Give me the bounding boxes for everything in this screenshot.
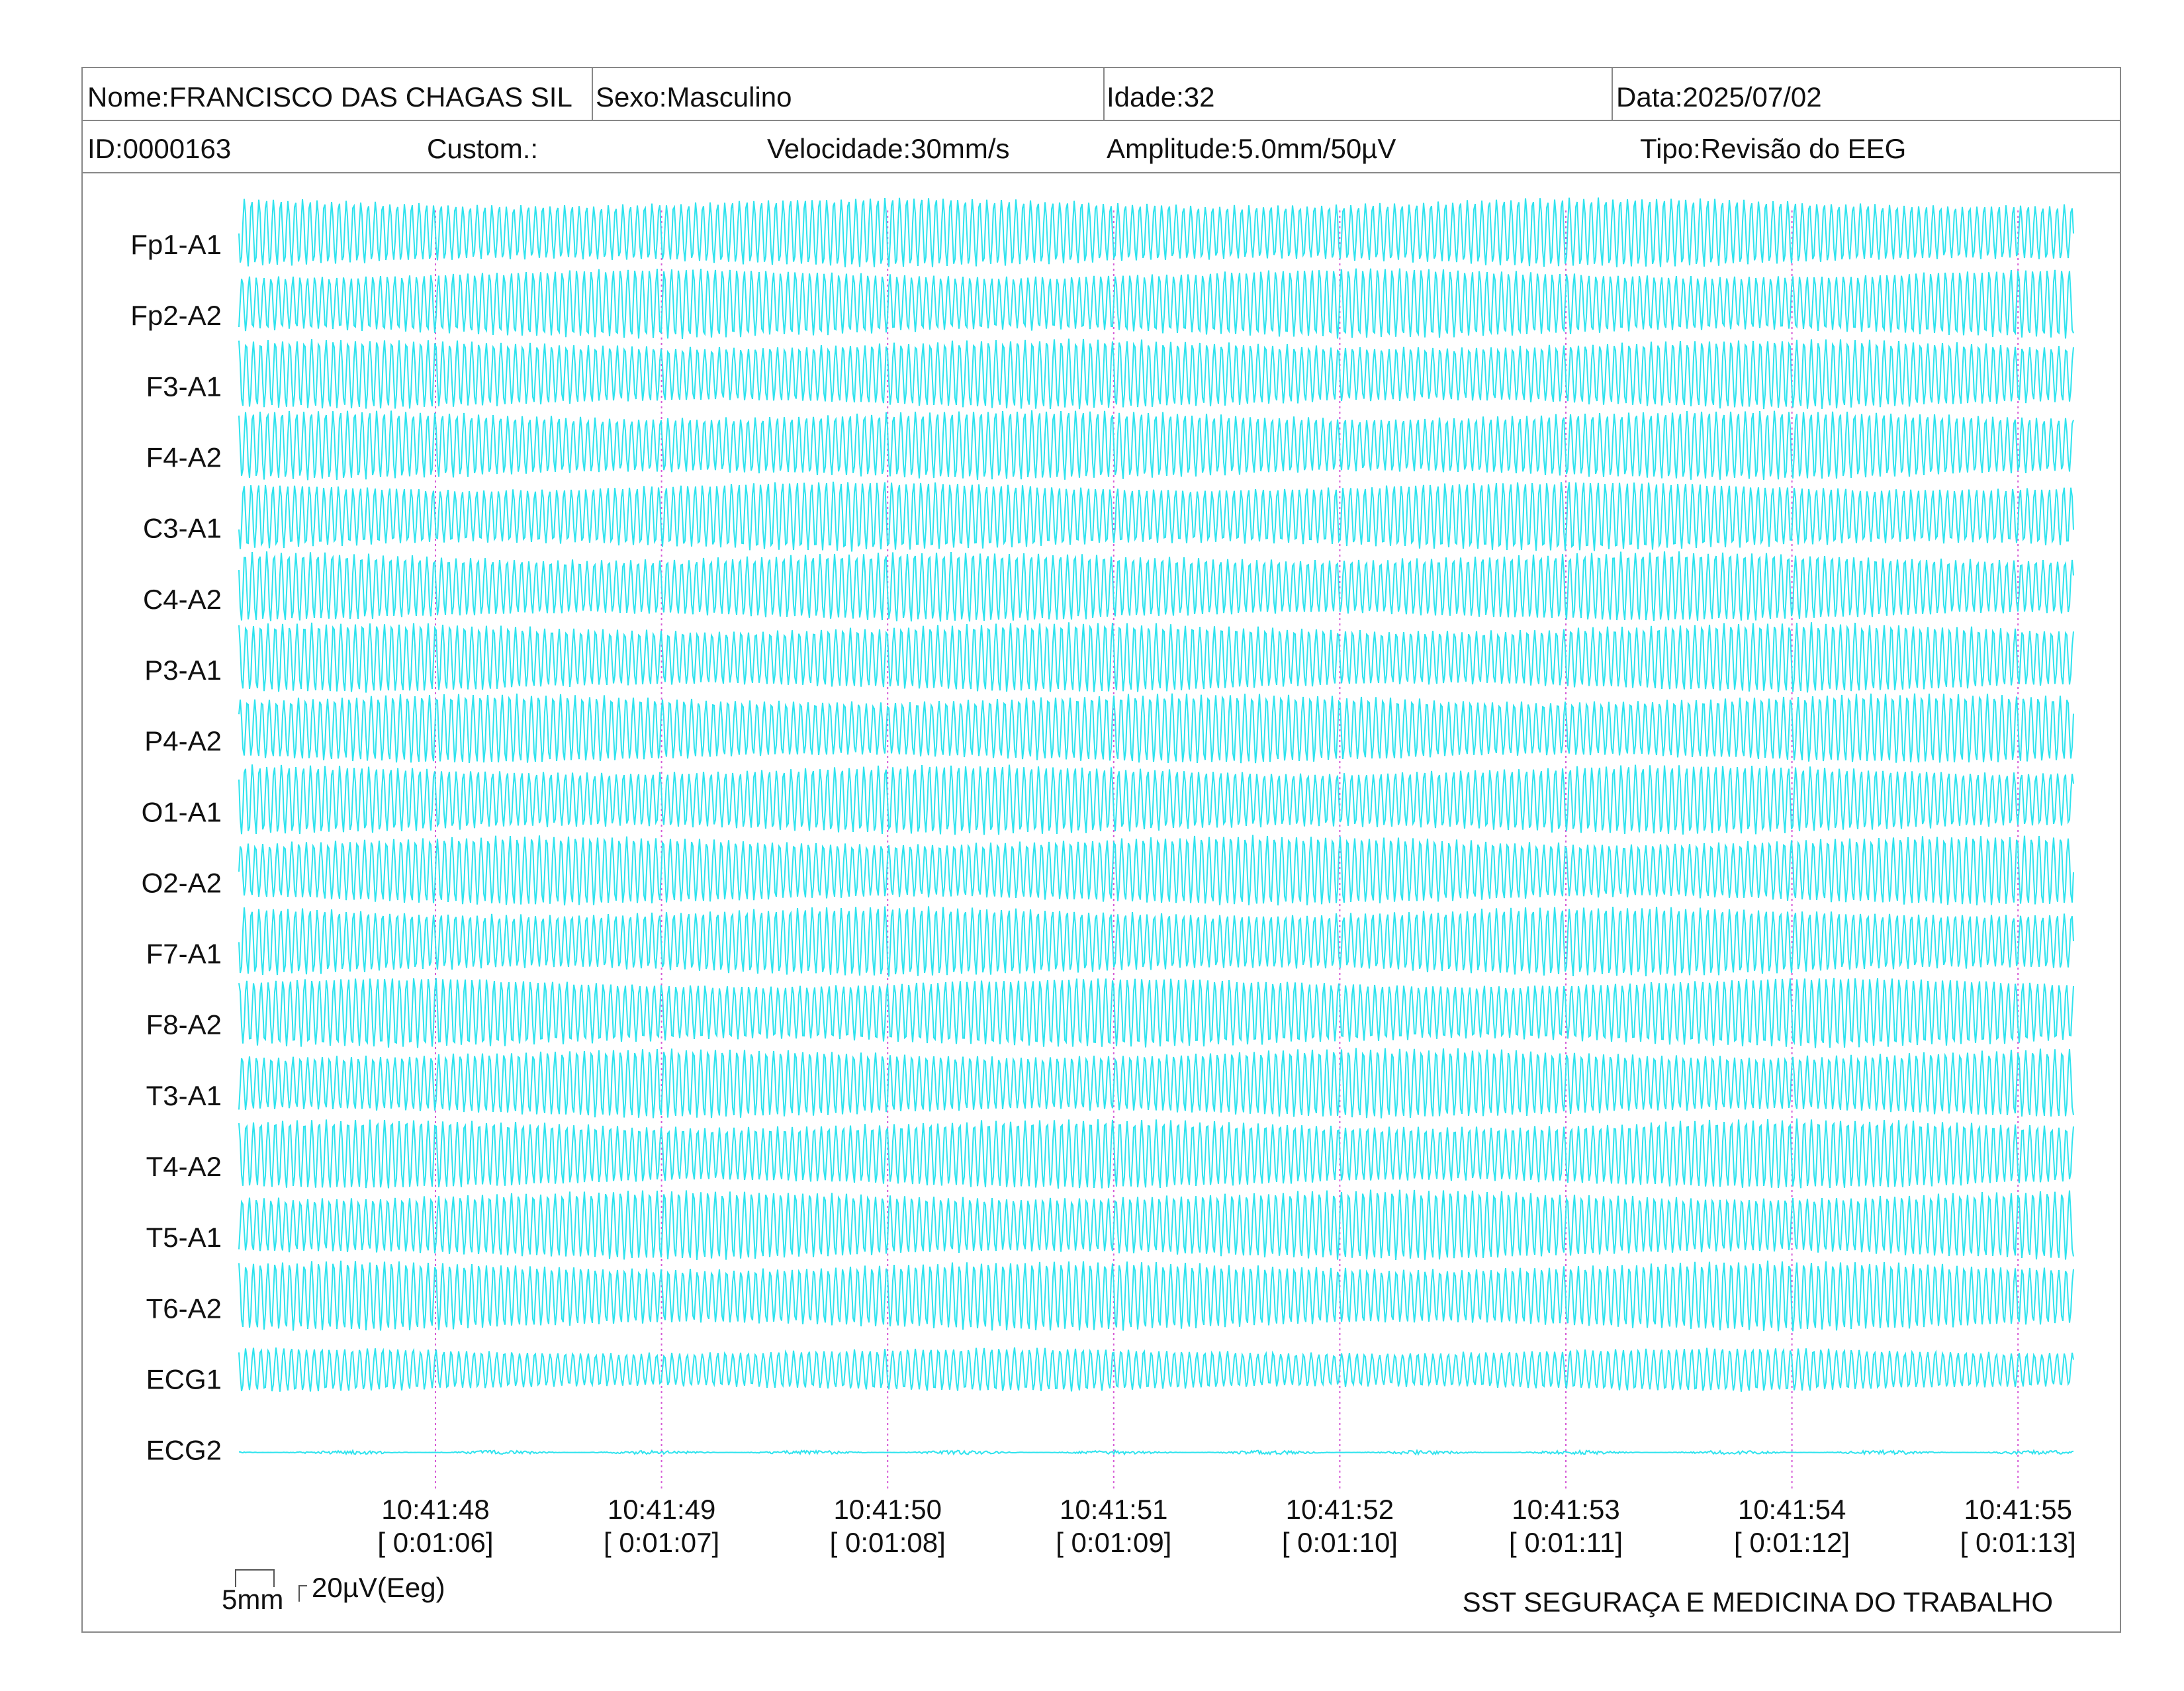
eeg-trace (238, 197, 2074, 267)
channel-label: C4-A2 (143, 584, 222, 615)
elapsed-label: [ 0:01:06] (377, 1527, 493, 1558)
channel-label: ECG1 (146, 1363, 222, 1394)
eeg-trace (238, 693, 2074, 764)
eeg-trace (238, 1048, 2074, 1119)
eeg-trace (238, 978, 2074, 1048)
channel-label: Fp2-A2 (130, 300, 222, 331)
channel-label: C3-A1 (143, 513, 222, 544)
elapsed-label: [ 0:01:12] (1734, 1527, 1850, 1558)
patient-age: Idade:32 (1107, 81, 1215, 113)
elapsed-label: [ 0:01:11] (1509, 1527, 1623, 1558)
eeg-trace (238, 1189, 2074, 1260)
time-label: 10:41:55 (1964, 1494, 2072, 1525)
amplitude-scale: 20µV(Eeg) (312, 1572, 445, 1603)
time-label: 10:41:49 (608, 1494, 716, 1525)
time-label: 10:41:54 (1738, 1494, 1846, 1525)
elapsed-label: [ 0:01:08] (830, 1527, 946, 1558)
eeg-trace (238, 551, 2074, 622)
eeg-trace (238, 1347, 2074, 1392)
channel-label: O2-A2 (142, 867, 222, 898)
channel-label: P4-A2 (144, 725, 222, 756)
amplitude: Amplitude:5.0mm/50µV (1107, 133, 1396, 164)
exam-type: Tipo:Revisão do EEG (1640, 133, 1906, 164)
channel-label: P3-A1 (144, 655, 222, 686)
eeg-trace (238, 835, 2074, 906)
time-label: 10:41:52 (1286, 1494, 1394, 1525)
channel-label: ECG2 (146, 1435, 222, 1466)
eeg-trace (238, 268, 2074, 339)
elapsed-label: [ 0:01:07] (604, 1527, 719, 1558)
footer-company: SST SEGURAÇA E MEDICINA DO TRABALHO (1463, 1586, 2053, 1618)
eeg-trace (238, 764, 2074, 835)
channel-label: T6-A2 (146, 1293, 222, 1324)
time-label: 10:41:53 (1512, 1494, 1620, 1525)
channel-label: F4-A2 (146, 442, 222, 473)
channel-label: F7-A1 (146, 938, 222, 970)
eeg-trace (238, 1118, 2074, 1189)
page-frame (81, 67, 2121, 1633)
patient-sex: Sexo:Masculino (596, 81, 792, 113)
patient-id: ID:0000163 (87, 133, 231, 164)
amp-scale-bracket (298, 1585, 307, 1602)
channel-label: T4-A2 (146, 1151, 222, 1182)
eeg-trace (238, 1260, 2074, 1332)
channel-label: O1-A1 (142, 796, 222, 827)
channel-label: T5-A1 (146, 1222, 222, 1253)
channel-label: T3-A1 (146, 1080, 222, 1111)
eeg-trace (238, 906, 2074, 977)
elapsed-label: [ 0:01:10] (1282, 1527, 1398, 1558)
eeg-trace (238, 410, 2074, 480)
eeg-trace (238, 481, 2074, 552)
eeg-trace (239, 1449, 2074, 1456)
custom-field: Custom.: (427, 133, 538, 164)
channel-label: Fp1-A1 (130, 229, 222, 260)
eeg-trace (238, 338, 2074, 410)
time-scale-bracket (235, 1569, 275, 1587)
elapsed-label: [ 0:01:09] (1056, 1527, 1171, 1558)
exam-date: Data:2025/07/02 (1616, 81, 1822, 113)
eeg-trace (238, 622, 2074, 693)
time-scale: 5mm (222, 1584, 283, 1615)
channel-label: F8-A2 (146, 1009, 222, 1040)
elapsed-label: [ 0:01:13] (1960, 1527, 2076, 1558)
patient-name: Nome:FRANCISCO DAS CHAGAS SIL (87, 81, 572, 113)
speed: Velocidade:30mm/s (767, 133, 1010, 164)
time-label: 10:41:48 (381, 1494, 490, 1525)
time-label: 10:41:50 (833, 1494, 942, 1525)
time-label: 10:41:51 (1060, 1494, 1168, 1525)
channel-label: F3-A1 (146, 371, 222, 402)
